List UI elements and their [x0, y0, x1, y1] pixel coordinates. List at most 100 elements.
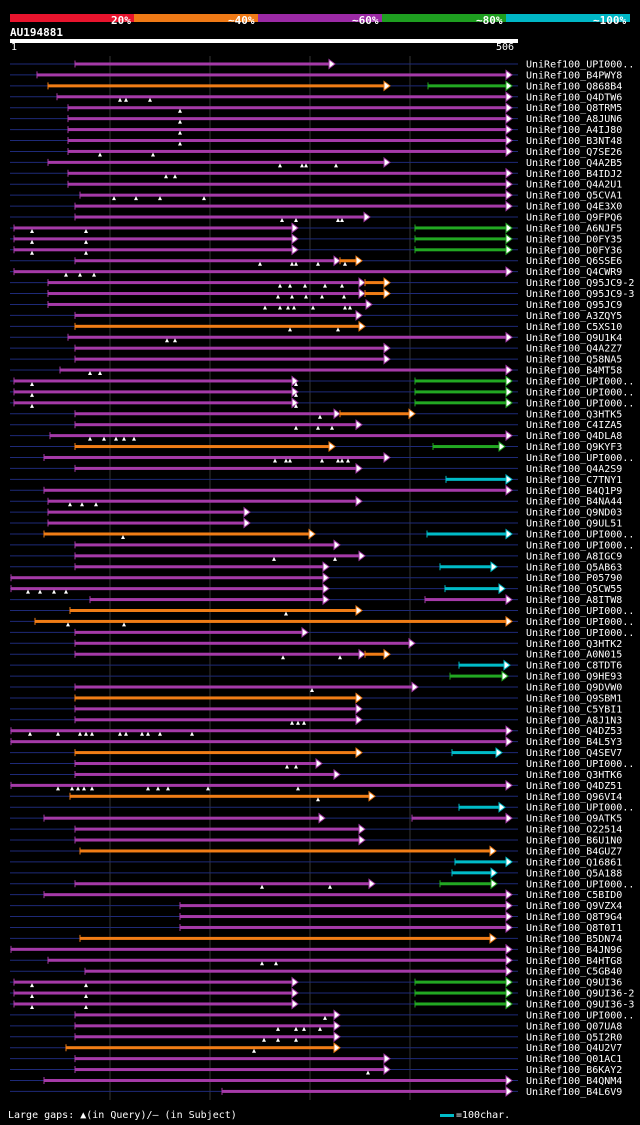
hit-label: UniRef100_UPI000.. [526, 606, 634, 617]
hit-arrow [333, 1042, 341, 1054]
hit-label: UniRef100_B6KAY2 [526, 1065, 622, 1076]
query-gap-marker [294, 1037, 298, 1042]
hit-label: UniRef100_Q5I2R0 [526, 1032, 622, 1043]
query-gap-marker [146, 731, 150, 736]
hit-arrow [505, 222, 513, 234]
query-gap-marker [280, 218, 284, 223]
hit-segment [365, 281, 386, 285]
query-gap-marker [190, 731, 194, 736]
hit-segment [415, 226, 508, 230]
query-gap-marker [366, 1070, 370, 1075]
hit-segment [48, 302, 368, 306]
query-gap-marker [300, 163, 304, 168]
hit-arrow [318, 812, 326, 824]
hit-arrow [383, 80, 391, 92]
hit-segment [44, 488, 508, 492]
hit-arrow [383, 648, 391, 660]
hit-label: UniRef100_B3NT48 [526, 136, 622, 147]
query-gap-marker [90, 731, 94, 736]
query-gap-marker [30, 1004, 34, 1009]
query-gap-marker [334, 163, 338, 168]
hit-segment [66, 1046, 336, 1050]
identity-legend: 20% ~40% ~60% ~80% ~100% [10, 14, 630, 27]
hit-arrow [495, 747, 503, 759]
legend-segment [134, 14, 258, 22]
hit-label: UniRef100_Q9KYF3 [526, 442, 622, 453]
hit-segment [48, 521, 246, 525]
hit-segment [11, 740, 508, 744]
hit-arrow [355, 714, 363, 726]
hit-arrow [358, 834, 366, 846]
query-gap-marker [294, 218, 298, 223]
query-gap-marker [336, 327, 340, 332]
query-gap-marker [156, 786, 160, 791]
hit-arrow [505, 812, 513, 824]
query-gap-marker [76, 786, 80, 791]
query-gap-marker [290, 720, 294, 725]
query-gap-marker [252, 1048, 256, 1053]
query-gap-marker [276, 1026, 280, 1031]
hit-label: UniRef100_B4JN96 [526, 945, 622, 956]
hit-segment [450, 674, 504, 678]
hit-segment [14, 991, 294, 995]
hit-segment [75, 772, 336, 776]
hit-label: UniRef100_Q07UA8 [526, 1021, 622, 1032]
hit-label: UniRef100_A6NJF5 [526, 223, 622, 234]
hit-label: UniRef100_B4HTG8 [526, 956, 622, 967]
hit-segment [68, 335, 508, 339]
query-gap-marker [88, 371, 92, 376]
hit-arrow [291, 386, 299, 398]
query-gap-marker [340, 218, 344, 223]
hit-segment [75, 1057, 386, 1061]
query-gap-marker [288, 327, 292, 332]
hit-segment [75, 827, 361, 831]
query-gap-marker [338, 655, 342, 660]
hit-label: UniRef100_Q5A188 [526, 868, 622, 879]
hit-segment [75, 707, 358, 711]
hit-segment [75, 259, 336, 263]
hit-label: UniRef100_Q6SSE6 [526, 256, 622, 267]
hit-segment [44, 1078, 508, 1082]
legend-segment [10, 14, 134, 22]
query-gap-marker [88, 436, 92, 441]
hit-segment [415, 1002, 508, 1006]
hit-segment [415, 980, 508, 984]
hit-segment [14, 248, 294, 252]
query-gap-marker [148, 97, 152, 102]
hit-segment [340, 412, 411, 416]
query-gap-marker [311, 305, 315, 310]
hit-label: UniRef100_A8JUN6 [526, 114, 622, 125]
hit-segment [75, 838, 361, 842]
hit-arrow [501, 670, 509, 682]
hit-arrow [505, 889, 513, 901]
query-gap-marker [294, 381, 298, 386]
hit-arrow [505, 331, 513, 343]
hit-segment [75, 412, 336, 416]
hit-segment [415, 248, 508, 252]
hit-arrow [505, 954, 513, 966]
hit-segment [455, 860, 508, 864]
hit-arrow [505, 594, 513, 606]
hit-segment [459, 805, 501, 809]
query-gap-marker [260, 884, 264, 889]
hit-segment [75, 1024, 336, 1028]
hit-segment [44, 455, 386, 459]
query-gap-marker [302, 720, 306, 725]
hit-label: UniRef100_Q4DTW6 [526, 92, 622, 103]
hit-label: UniRef100_A4IJ80 [526, 125, 622, 136]
hit-segment [340, 259, 358, 263]
hit-label: UniRef100_Q5CW55 [526, 584, 622, 595]
hit-arrow [498, 801, 506, 813]
hit-label: UniRef100_Q4A2Z7 [526, 344, 622, 355]
hit-segment [68, 182, 508, 186]
query-gap-marker [336, 218, 340, 223]
hit-arrow [505, 266, 513, 278]
query-gap-marker [56, 786, 60, 791]
hit-arrow [505, 921, 513, 933]
hit-arrow [498, 441, 506, 453]
query-gap-marker [333, 556, 337, 561]
query-gap-marker [84, 983, 88, 988]
query-gap-marker [52, 589, 56, 594]
hit-label: UniRef100_Q4A2U1 [526, 180, 622, 191]
hit-segment [75, 641, 411, 645]
